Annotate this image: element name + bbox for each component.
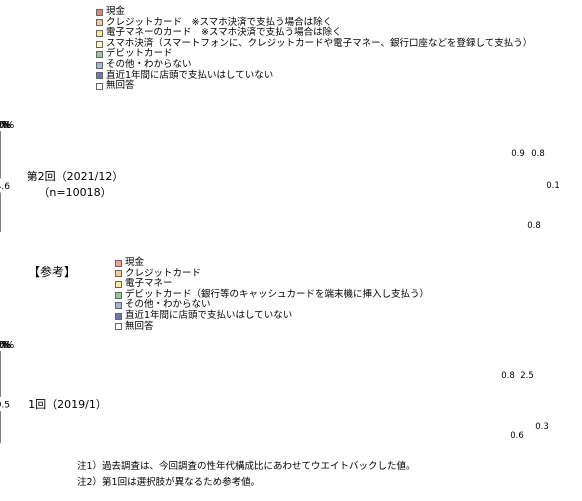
legend-item: スマホ決済（スマートフォンに、クレジットカードや電子マネー、銀行口座などを登録し…	[96, 37, 533, 50]
legend-swatch	[96, 8, 103, 16]
legend-label: 無回答	[125, 320, 154, 332]
legend-item: デビットカード（銀行等のキャッシュカードを端末機に挿入し支払う）	[115, 288, 430, 301]
x-tick-label: 60%	[0, 340, 11, 351]
data-label: 0.9	[511, 149, 525, 159]
category-label: 第1回（2019/1）	[17, 397, 107, 411]
legend-swatch	[115, 270, 122, 278]
data-label: 0.1	[546, 181, 560, 191]
data-label: 0.8	[527, 221, 541, 231]
legend-label: クレジットカード	[125, 267, 202, 279]
legend-label: その他・わからない	[106, 58, 192, 70]
note-1: 注1）過去調査は、今回調査の性年代構成比にあわせてウエイトバックした値。	[77, 461, 416, 472]
data-label: 10.5	[0, 401, 10, 411]
legend-item: 電子マネー	[115, 279, 429, 290]
legend-label: 電子マネーのカード ※スマホ決済で支払う場合は除く	[106, 27, 342, 39]
legend-label: デビットカード（銀行等のキャッシュカードを端末機に挿入し支払う）	[125, 288, 430, 300]
legend-chart-1: 現金 クレジットカード ※スマホ決済で支払う場合は除く 電子マネーのカード ※ス…	[96, 6, 533, 92]
category-label: 第2回（2021/12）	[27, 169, 124, 183]
legend-label: 直近1年間に店頭で支払いはしていない	[125, 309, 293, 321]
x-tick-label: 80%	[0, 340, 11, 351]
legend-item: デビットカード	[96, 49, 532, 60]
x-tick-label: 0%	[0, 120, 8, 131]
legend-swatch	[96, 72, 103, 80]
legend-chart-2: 現金 クレジットカード 電子マネー デビットカード（銀行等のキャッシュカードを端…	[115, 257, 430, 333]
notes: 注1）過去調査は、今回調査の性年代構成比にあわせてウエイトバックした値。 注2）…	[77, 459, 416, 491]
legend-item: 現金	[96, 6, 532, 18]
legend-swatch	[96, 29, 103, 37]
legend-item: 無回答	[96, 81, 532, 92]
x-tick-label: 20%	[0, 120, 11, 131]
legend-item: クレジットカード ※スマホ決済で支払う場合は除く	[96, 16, 532, 29]
x-tick-label: 40%	[0, 120, 11, 131]
x-tick-label: 60%	[0, 120, 11, 131]
legend-item: その他・わからない	[115, 300, 429, 311]
reference-label: 【参考】	[28, 265, 77, 279]
legend-item: 現金	[115, 257, 429, 269]
x-tick-label: 20%	[0, 340, 11, 351]
legend-swatch	[115, 259, 122, 267]
legend-item: クレジットカード	[115, 267, 429, 280]
x-tick-label: 100%	[0, 120, 14, 131]
legend-item: 直近1年間に店頭で支払いはしていない	[96, 69, 532, 82]
legend-swatch	[96, 19, 103, 27]
legend-swatch	[115, 291, 122, 299]
data-label: 14.6	[0, 182, 10, 192]
legend-item: 直近1年間に店頭で支払いはしていない	[115, 309, 429, 322]
legend-label: デビットカード	[106, 48, 173, 60]
legend-swatch	[96, 40, 103, 48]
data-label: 0.8	[531, 149, 545, 159]
legend-label: 現金	[106, 6, 126, 17]
data-label: 2.5	[520, 371, 534, 381]
legend-swatch	[96, 82, 103, 90]
legend-item: 電子マネーのカード ※スマホ決済で支払う場合は除く	[96, 28, 532, 39]
legend-swatch	[115, 280, 122, 288]
x-tick-label: 80%	[0, 120, 11, 131]
legend-swatch	[115, 302, 122, 310]
data-label-box	[0, 397, 28, 411]
x-tick-label: 40%	[0, 340, 11, 351]
legend-label: 電子マネー	[125, 278, 173, 290]
legend-item: その他・わからない	[96, 58, 532, 71]
data-label: 0.6	[510, 431, 524, 441]
legend-label: 現金	[125, 257, 145, 268]
x-tick-label: 0%	[0, 340, 8, 351]
legend-item: 無回答	[115, 320, 429, 333]
data-label: 0.3	[535, 422, 549, 432]
note-2: 注2）第1回は選択肢が異なるため参考値。	[77, 477, 261, 488]
x-tick-label: 100%	[0, 340, 14, 351]
legend-label: 無回答	[106, 80, 135, 92]
data-label: 0.8	[501, 371, 515, 381]
legend-label: スマホ決済（スマートフォンに、クレジットカードや電子マネー、銀行口座などを登録し…	[106, 37, 533, 49]
legend-swatch	[115, 323, 122, 331]
legend-label: その他・わからない	[125, 299, 211, 311]
legend-label: 直近1年間に店頭で支払いはしていない	[106, 69, 274, 81]
legend-label: クレジットカード ※スマホ決済で支払う場合は除く	[106, 16, 333, 28]
legend-swatch	[96, 61, 103, 69]
legend-swatch	[96, 51, 103, 59]
legend-swatch	[115, 312, 122, 320]
category-label: （n=10018）	[38, 186, 111, 199]
data-label-box	[0, 178, 28, 193]
